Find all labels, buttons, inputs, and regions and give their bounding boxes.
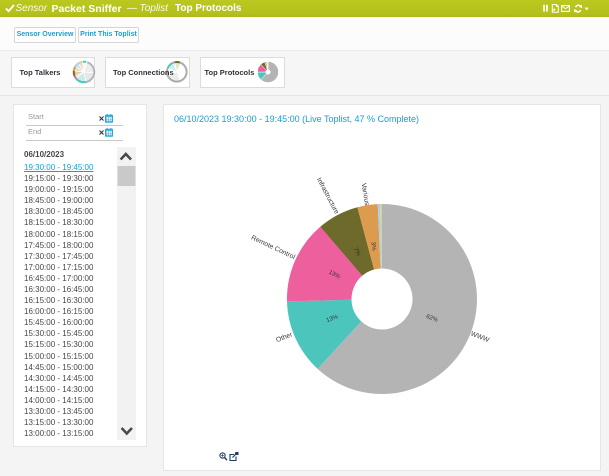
- svg-text:13%: 13%: [327, 270, 341, 281]
- svg-text:WWW: WWW: [470, 331, 491, 345]
- svg-text:3%: 3%: [369, 242, 376, 252]
- svg-text:7%: 7%: [352, 247, 362, 258]
- svg-text:13%: 13%: [326, 314, 340, 324]
- svg-text:Various: Various: [360, 183, 371, 207]
- svg-text:Other: Other: [275, 331, 294, 344]
- svg-text:Remote Control: Remote Control: [250, 234, 296, 261]
- svg-text:Infrastructure: Infrastructure: [315, 177, 340, 216]
- svg-text:62%: 62%: [425, 314, 439, 324]
